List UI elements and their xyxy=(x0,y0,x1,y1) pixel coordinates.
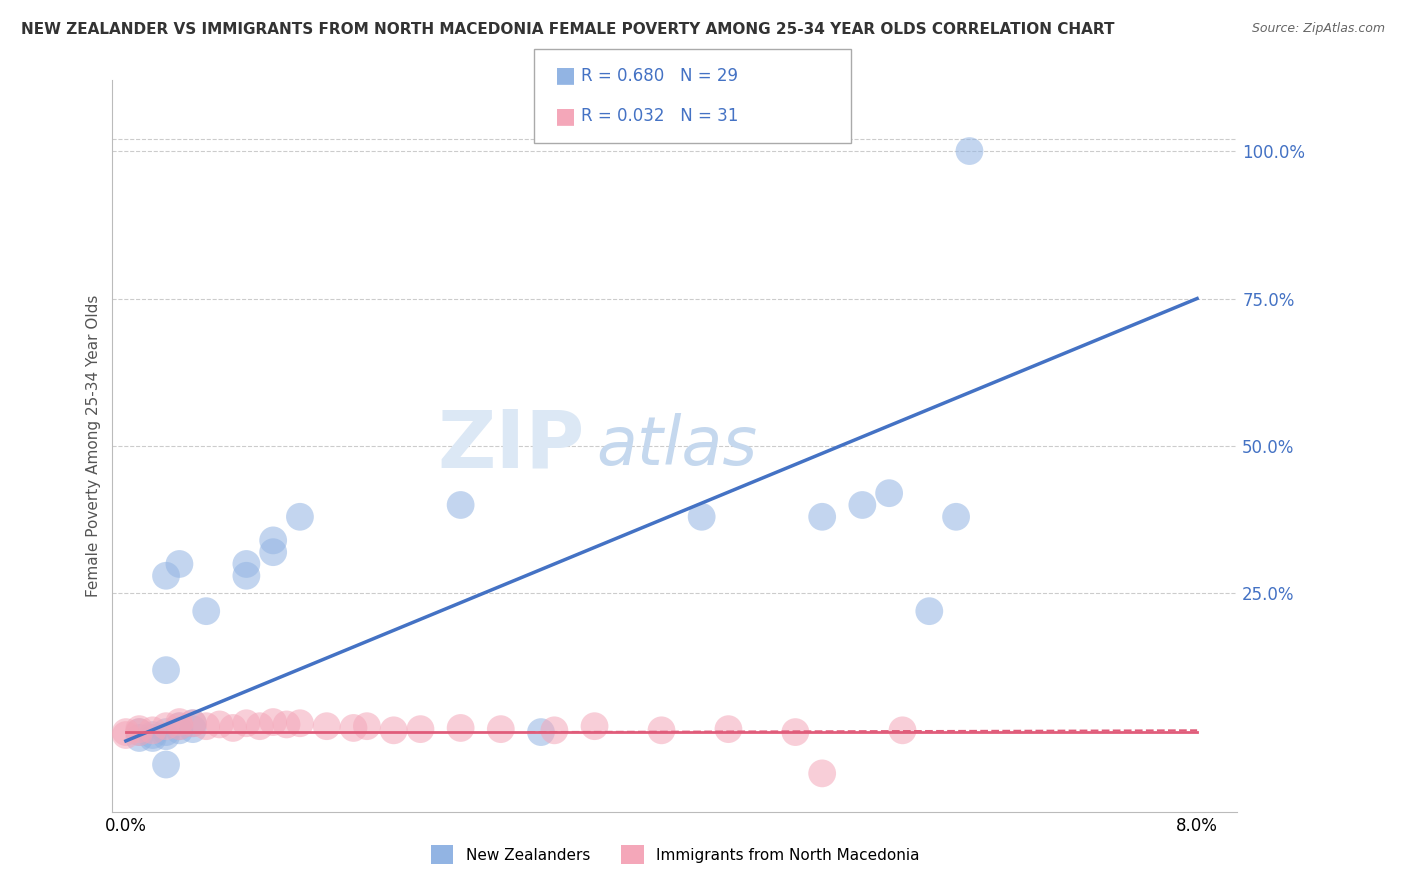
Point xyxy=(945,509,967,524)
Point xyxy=(142,728,165,742)
Text: R = 0.680   N = 29: R = 0.680 N = 29 xyxy=(581,67,738,85)
Point xyxy=(169,723,191,738)
Point xyxy=(249,719,271,733)
Text: Source: ZipAtlas.com: Source: ZipAtlas.com xyxy=(1251,22,1385,36)
Point xyxy=(690,509,713,524)
Point xyxy=(155,568,177,582)
Point xyxy=(115,725,138,739)
Point xyxy=(155,663,177,677)
Point xyxy=(169,557,191,571)
Legend: New Zealanders, Immigrants from North Macedonia: New Zealanders, Immigrants from North Ma… xyxy=(425,839,925,870)
Point xyxy=(195,604,218,618)
Text: atlas: atlas xyxy=(596,413,758,479)
Point xyxy=(918,604,941,618)
Point xyxy=(288,716,311,731)
Point xyxy=(181,716,204,731)
Point xyxy=(235,716,257,731)
Point xyxy=(288,509,311,524)
Point xyxy=(169,719,191,733)
Point xyxy=(851,498,873,512)
Point xyxy=(342,721,364,735)
Point xyxy=(276,717,298,731)
Point xyxy=(208,717,231,731)
Point xyxy=(891,723,914,738)
Point xyxy=(877,486,900,500)
Point xyxy=(356,719,378,733)
Point xyxy=(195,719,218,733)
Point xyxy=(650,723,672,738)
Point xyxy=(262,533,284,548)
Point xyxy=(409,722,432,736)
Point xyxy=(262,545,284,559)
Point xyxy=(382,723,405,738)
Point xyxy=(155,719,177,733)
Point xyxy=(235,557,257,571)
Point xyxy=(489,722,512,736)
Text: NEW ZEALANDER VS IMMIGRANTS FROM NORTH MACEDONIA FEMALE POVERTY AMONG 25-34 YEAR: NEW ZEALANDER VS IMMIGRANTS FROM NORTH M… xyxy=(21,22,1115,37)
Point xyxy=(959,144,981,158)
Y-axis label: Female Poverty Among 25-34 Year Olds: Female Poverty Among 25-34 Year Olds xyxy=(86,295,101,597)
Point xyxy=(222,721,245,735)
Point xyxy=(128,722,150,736)
Text: ■: ■ xyxy=(555,65,576,86)
Point xyxy=(155,725,177,739)
Point xyxy=(115,728,138,742)
Point xyxy=(169,719,191,733)
Point xyxy=(142,731,165,745)
Point xyxy=(785,725,807,739)
Point xyxy=(450,498,472,512)
Text: ■: ■ xyxy=(555,106,576,127)
Point xyxy=(128,725,150,739)
Point xyxy=(450,721,472,735)
Text: R = 0.032   N = 31: R = 0.032 N = 31 xyxy=(581,107,738,125)
Point xyxy=(811,509,834,524)
Point xyxy=(315,719,337,733)
Point xyxy=(142,723,165,738)
Point xyxy=(530,725,553,739)
Point xyxy=(169,714,191,729)
Point xyxy=(181,716,204,731)
Point xyxy=(235,568,257,582)
Point xyxy=(128,731,150,745)
Text: ZIP: ZIP xyxy=(437,407,585,485)
Point xyxy=(717,722,740,736)
Point xyxy=(128,725,150,739)
Point xyxy=(181,722,204,736)
Point xyxy=(543,723,565,738)
Point xyxy=(583,719,606,733)
Point xyxy=(155,757,177,772)
Point xyxy=(155,729,177,743)
Point xyxy=(811,766,834,780)
Point xyxy=(262,714,284,729)
